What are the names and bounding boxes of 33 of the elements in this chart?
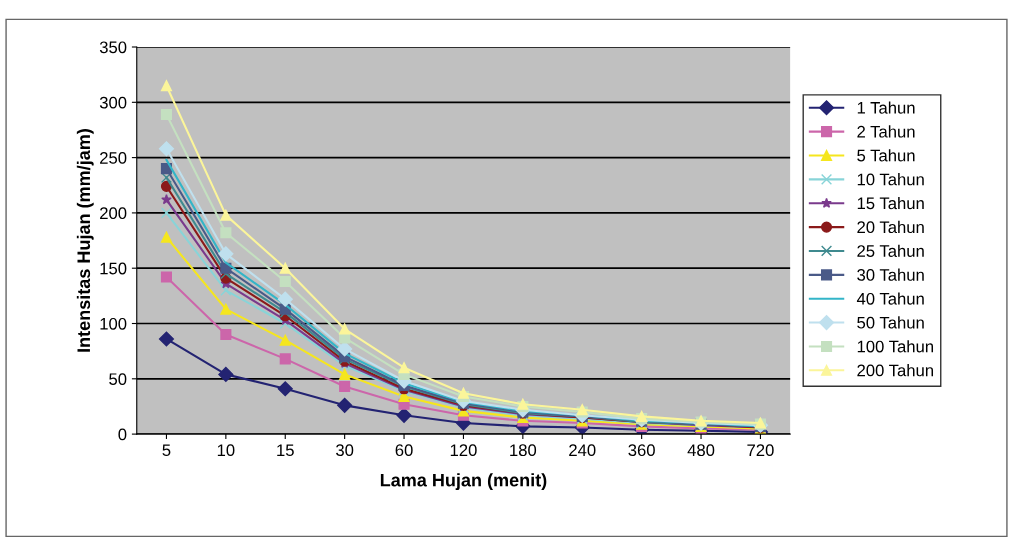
- legend-label: 40 Tahun: [856, 292, 924, 305]
- x-tick-label: 30: [336, 444, 354, 457]
- legend-label: 100 Tahun: [857, 340, 934, 353]
- x-tick-label: 5: [162, 444, 171, 457]
- y-tick-label: 250: [100, 152, 127, 164]
- x-tick-label: 120: [450, 444, 477, 457]
- x-tick-label: 60: [395, 444, 413, 457]
- x-axis-title: Lama Hujan (menit): [380, 473, 547, 491]
- x-tick-label: 10: [217, 444, 235, 457]
- legend-label: 30 Tahun: [857, 268, 924, 281]
- legend-label: 5 Tahun: [857, 149, 915, 162]
- legend-label: 1 Tahun: [857, 101, 915, 114]
- x-tick-label: 15: [277, 444, 294, 457]
- x-tick-label: 180: [510, 444, 537, 457]
- legend-label: 10 Tahun: [857, 173, 924, 186]
- y-tick-label: 300: [99, 96, 127, 109]
- x-tick-label: 360: [628, 444, 655, 457]
- y-tick-label: 50: [109, 373, 127, 386]
- legend-label: 200 Tahun: [857, 364, 934, 377]
- y-tick-label: 200: [100, 207, 127, 220]
- x-tick-label: 480: [687, 444, 715, 457]
- legend-label: 50 Tahun: [857, 316, 924, 329]
- y-tick-label: 150: [100, 262, 127, 275]
- y-tick-label: 350: [99, 41, 127, 54]
- legend-label: 2 Tahun: [857, 125, 915, 138]
- x-tick-label: 240: [569, 444, 596, 457]
- y-tick-label: 0: [118, 428, 127, 441]
- y-axis-title: Intensitas Hujan (mm/jam): [76, 129, 94, 352]
- y-tick-label: 100: [100, 317, 127, 330]
- x-tick-label: 720: [747, 444, 774, 457]
- legend-label: 25 Tahun: [857, 244, 924, 257]
- legend-label: 15 Tahun: [857, 196, 924, 210]
- legend-label: 20 Tahun: [857, 220, 924, 234]
